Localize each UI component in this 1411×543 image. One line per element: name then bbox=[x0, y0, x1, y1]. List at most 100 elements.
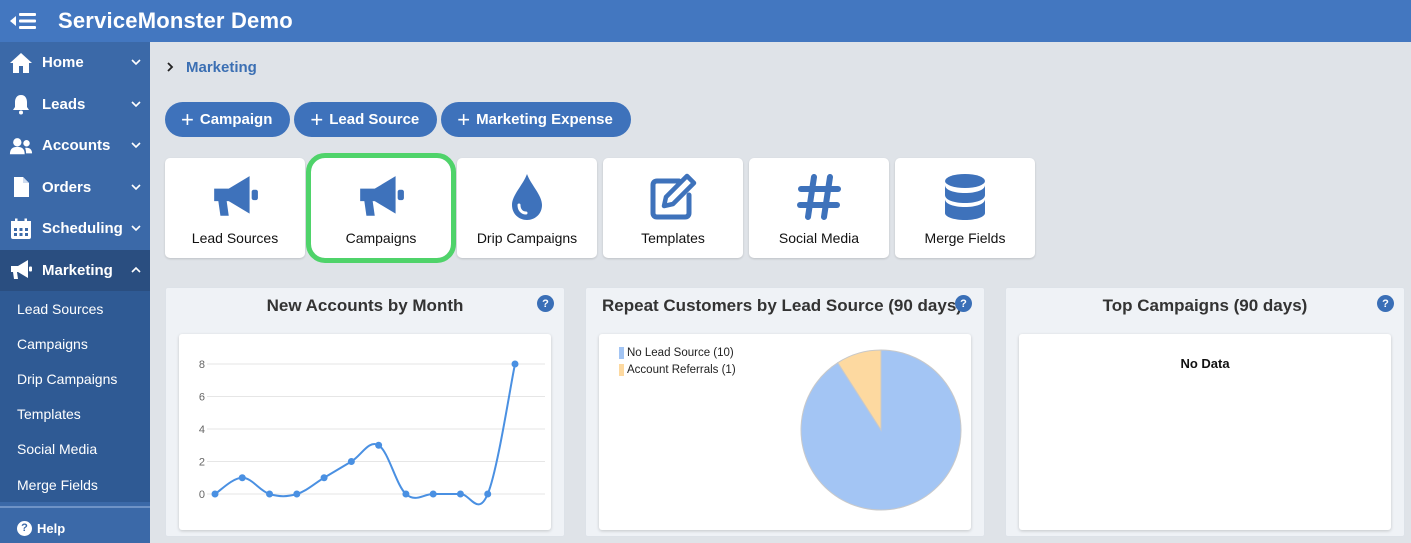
chevron-down-icon bbox=[131, 183, 141, 190]
megaphone-icon bbox=[210, 172, 260, 222]
panel-title: Top Campaigns (90 days) bbox=[1102, 296, 1308, 315]
add-marketing-expense-label: Marketing Expense bbox=[476, 111, 613, 128]
sidebar-subitem-lead-sources[interactable]: Lead Sources bbox=[17, 300, 104, 317]
sidebar-item-scheduling[interactable]: Scheduling bbox=[0, 208, 150, 250]
pie-legend: No Lead Source (10) Account Referrals (1… bbox=[619, 344, 736, 378]
tile-label: Campaigns bbox=[345, 230, 417, 246]
y-tick-label: 6 bbox=[199, 392, 205, 404]
tile-campaigns[interactable]: Campaigns bbox=[306, 153, 456, 263]
megaphone-icon bbox=[356, 172, 406, 222]
tile-templates[interactable]: Templates bbox=[603, 158, 743, 258]
chevron-down-icon bbox=[131, 142, 141, 149]
data-point bbox=[484, 490, 492, 498]
top-campaigns-panel: Top Campaigns (90 days) ? No Data bbox=[1005, 287, 1405, 537]
legend-swatch bbox=[619, 346, 624, 359]
sidebar-subitem-drip-campaigns[interactable]: Drip Campaigns bbox=[17, 370, 118, 387]
tile-lead-sources[interactable]: Lead Sources bbox=[165, 158, 305, 258]
plus-icon: + bbox=[181, 106, 194, 132]
sidebar-item-accounts[interactable]: Accounts bbox=[0, 125, 150, 167]
marketing-tiles: Lead Sources Campaigns Drip Campaigns Te… bbox=[165, 153, 1035, 263]
no-data-text: No Data bbox=[1180, 356, 1230, 371]
marketing-submenu: Lead Sources Campaigns Drip Campaigns Te… bbox=[0, 291, 150, 503]
add-marketing-expense-button[interactable]: + Marketing Expense bbox=[441, 102, 631, 137]
sidebar-subitem-templates[interactable]: Templates bbox=[17, 406, 81, 423]
data-point bbox=[511, 360, 519, 368]
bell-icon bbox=[9, 92, 33, 116]
tile-drip-campaigns[interactable]: Drip Campaigns bbox=[457, 158, 597, 258]
repeat-customers-pie-chart bbox=[800, 349, 962, 511]
new-accounts-panel: New Accounts by Month ? 0 2 4 6 8 bbox=[165, 287, 565, 537]
home-icon bbox=[9, 51, 33, 75]
panel-title: Repeat Customers by Lead Source (90 days… bbox=[602, 296, 962, 315]
series-line bbox=[214, 363, 516, 506]
sidebar-item-label: Marketing bbox=[42, 261, 113, 279]
hashtag-icon bbox=[797, 172, 841, 222]
droplet-icon bbox=[509, 172, 545, 222]
app-title: ServiceMonster Demo bbox=[58, 8, 293, 33]
calendar-icon bbox=[9, 217, 33, 241]
tile-label: Templates bbox=[641, 230, 705, 246]
legend-label: No Lead Source (10) bbox=[627, 346, 734, 359]
data-point bbox=[238, 474, 246, 482]
top-campaigns-container: No Data bbox=[1019, 334, 1391, 530]
help-icon[interactable]: ? bbox=[537, 295, 554, 312]
sidebar-subitem-social-media[interactable]: Social Media bbox=[17, 441, 98, 458]
data-point bbox=[347, 458, 355, 465]
sidebar-subitem-merge-fields[interactable]: Merge Fields bbox=[17, 476, 98, 493]
tile-label: Drip Campaigns bbox=[476, 230, 578, 246]
action-buttons: + Campaign + Lead Source + Marketing Exp… bbox=[165, 102, 631, 137]
breadcrumb: Marketing bbox=[166, 59, 257, 76]
pie-slice bbox=[837, 349, 882, 432]
legend-item: No Lead Source (10) bbox=[619, 344, 736, 361]
help-icon[interactable]: ? bbox=[955, 295, 972, 312]
y-tick-label: 8 bbox=[199, 359, 205, 371]
y-tick-label: 0 bbox=[199, 489, 205, 501]
sidebar-divider bbox=[0, 506, 150, 509]
data-point bbox=[266, 490, 274, 498]
help-link[interactable]: ? Help bbox=[0, 508, 150, 543]
sidebar-item-label: Scheduling bbox=[42, 220, 123, 238]
new-accounts-line-chart: 0 2 4 6 8 bbox=[199, 359, 545, 506]
sidebar-item-orders[interactable]: Orders bbox=[0, 167, 150, 209]
sidebar-item-leads[interactable]: Leads bbox=[0, 84, 150, 126]
plus-icon: + bbox=[310, 106, 324, 132]
add-campaign-label: Campaign bbox=[199, 111, 273, 128]
tile-social-media[interactable]: Social Media bbox=[749, 158, 889, 258]
sidebar: Home Leads Accounts Orders Scheduling Ma bbox=[0, 42, 150, 543]
file-icon bbox=[9, 175, 33, 199]
pie-chart-container: No Lead Source (10) Account Referrals (1… bbox=[599, 334, 971, 530]
help-label: Help bbox=[37, 520, 66, 536]
breadcrumb-current[interactable]: Marketing bbox=[186, 59, 257, 76]
add-lead-source-button[interactable]: + Lead Source bbox=[294, 102, 438, 137]
menu-toggle-icon[interactable] bbox=[2, 0, 44, 42]
tile-label: Social Media bbox=[778, 230, 860, 246]
y-tick-label: 2 bbox=[199, 457, 205, 469]
plus-icon: + bbox=[457, 106, 471, 132]
data-point bbox=[211, 490, 219, 498]
chevron-up-icon bbox=[131, 266, 141, 273]
data-point bbox=[402, 490, 410, 498]
tile-label: Merge Fields bbox=[924, 230, 1006, 246]
legend-swatch bbox=[619, 363, 624, 376]
add-campaign-button[interactable]: + Campaign bbox=[165, 102, 291, 137]
sidebar-item-label: Accounts bbox=[42, 137, 111, 155]
sidebar-item-label: Home bbox=[42, 54, 84, 72]
sidebar-item-home[interactable]: Home bbox=[0, 42, 150, 84]
top-bar: ServiceMonster Demo bbox=[0, 0, 1411, 42]
sidebar-item-marketing[interactable]: Marketing bbox=[0, 249, 150, 291]
sidebar-subitem-campaigns[interactable]: Campaigns bbox=[17, 335, 88, 352]
panel-title: New Accounts by Month bbox=[266, 296, 464, 315]
line-chart-container: 0 2 4 6 8 bbox=[179, 334, 551, 530]
legend-item: Account Referrals (1) bbox=[619, 361, 736, 378]
tile-merge-fields[interactable]: Merge Fields bbox=[895, 158, 1035, 258]
megaphone-icon bbox=[9, 258, 33, 282]
data-point bbox=[375, 441, 383, 449]
data-point bbox=[429, 490, 437, 498]
database-icon bbox=[944, 172, 986, 222]
y-tick-label: 4 bbox=[199, 424, 205, 436]
main-content: Marketing + Campaign + Lead Source + Mar… bbox=[150, 42, 1411, 543]
edit-icon bbox=[649, 172, 697, 222]
chevron-down-icon bbox=[131, 100, 141, 107]
chevron-down-icon bbox=[131, 59, 141, 66]
help-icon[interactable]: ? bbox=[1377, 295, 1394, 312]
